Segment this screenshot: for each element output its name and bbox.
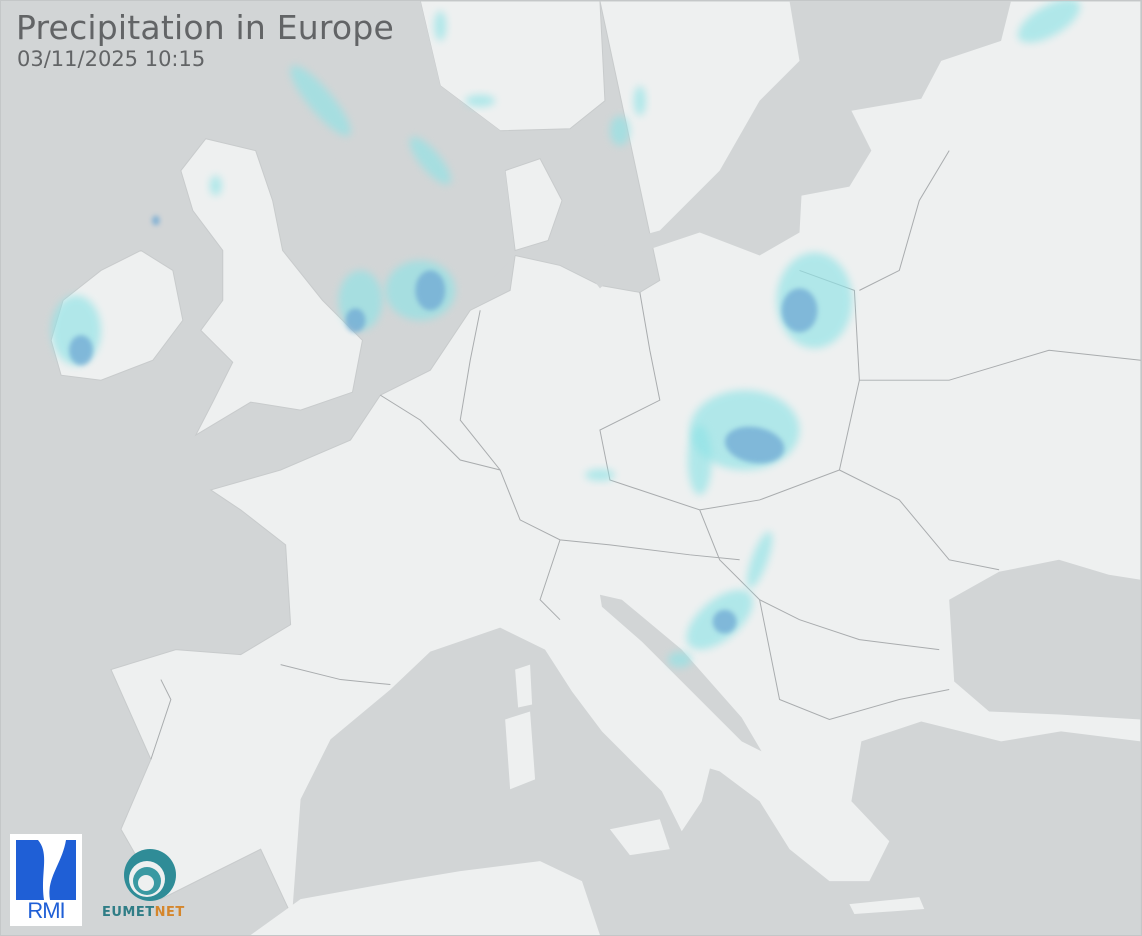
precip-echo-light — [434, 10, 447, 41]
map-timestamp: 03/11/2025 10:15 — [17, 47, 206, 71]
land-sicily — [609, 819, 670, 856]
precip-echo-moderate — [724, 426, 785, 464]
borders — [150, 150, 1141, 760]
seas — [290, 1, 1141, 935]
precip-echo-light — [609, 115, 630, 146]
sea-north — [300, 1, 516, 301]
precip-echo-light — [633, 85, 646, 116]
rmi-logo-text: RMI — [27, 898, 65, 923]
eumetnet-text-part2: NET — [154, 905, 185, 920]
eumetnet-logo-text: EUMETNET — [102, 905, 185, 920]
eumetnet-text-part1: EUMET — [102, 905, 155, 920]
precip-echo-light — [667, 651, 692, 668]
land-corsica — [515, 664, 533, 708]
precip-echo-moderate — [781, 288, 818, 333]
land — [50, 1, 1141, 935]
precip-echo-light — [746, 531, 773, 589]
precip-echo-light — [209, 175, 222, 196]
precip-echo-light — [409, 136, 452, 185]
eumetnet-logo-mark — [124, 849, 176, 901]
precip-echo-moderate — [69, 335, 94, 366]
sea-baltic — [579, 1, 1012, 289]
land-denmark — [504, 158, 563, 252]
border — [280, 664, 391, 686]
precipitation — [51, 1, 1081, 668]
rmi-logo: RMI — [10, 834, 82, 926]
border — [859, 150, 950, 291]
land-sardinia — [505, 711, 536, 790]
land-britain — [180, 138, 363, 437]
border — [150, 679, 172, 760]
sea-black — [949, 559, 1141, 720]
rmi-logo-mark — [16, 840, 76, 900]
sea-adriatic — [599, 594, 762, 752]
land-north-africa — [250, 861, 600, 935]
land-south — [250, 601, 925, 935]
land-crete — [849, 897, 925, 915]
border — [699, 509, 940, 651]
border — [759, 599, 950, 720]
eumetnet-logo: EUMETNET — [100, 845, 200, 925]
precip-echo-moderate — [345, 308, 366, 333]
land-mainland — [110, 1, 1141, 935]
precip-echo-moderate — [151, 215, 160, 226]
border — [839, 469, 1000, 571]
border — [380, 394, 501, 471]
border — [859, 349, 1141, 381]
land-italy — [545, 601, 742, 832]
precip-echo-light — [290, 65, 351, 137]
sea-mediterranean — [290, 627, 1141, 935]
precip-echo-light — [584, 468, 615, 481]
border — [459, 310, 740, 561]
precip-echo-light — [1017, 1, 1081, 43]
border — [539, 539, 561, 621]
precip-echo-light — [465, 94, 496, 107]
map-title: Precipitation in Europe — [16, 8, 394, 47]
precip-echo-moderate — [712, 609, 737, 634]
precip-echo-light — [687, 425, 712, 495]
precip-echo-moderate — [415, 270, 446, 311]
